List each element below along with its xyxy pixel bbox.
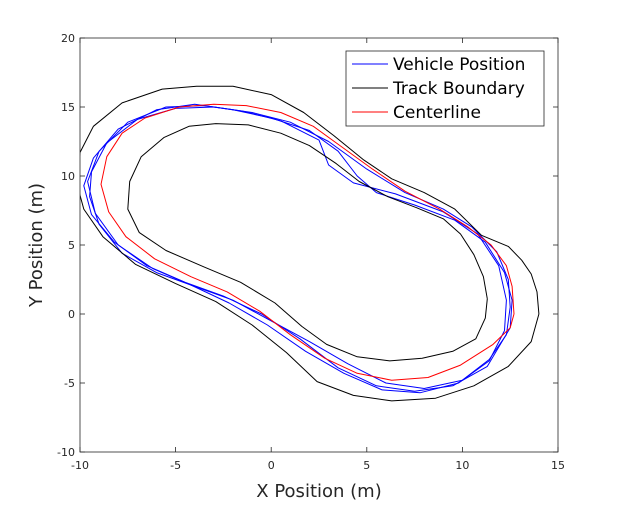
track-boundary-line-1	[80, 85, 540, 402]
y-tick-label: -5	[64, 377, 75, 390]
vehicle-position-line-2	[83, 103, 513, 392]
legend: Vehicle Position Track Boundary Centerli…	[345, 50, 545, 127]
y-axis-title: Y Position (m)	[26, 183, 47, 308]
y-tick-label: 20	[61, 32, 75, 45]
vehicle-position-line-1	[89, 106, 511, 389]
track-boundary-line-2	[127, 123, 488, 362]
x-tick-label: 10	[455, 459, 469, 472]
x-axis-title: X Position (m)	[256, 481, 381, 502]
x-tick-label: 15	[551, 459, 565, 472]
legend-label-track-boundary: Track Boundary	[392, 79, 525, 99]
legend-label-vehicle-position: Vehicle Position	[393, 55, 525, 75]
vehicle-position-line-3	[87, 105, 507, 394]
y-tick-label: -10	[57, 446, 75, 459]
x-tick-label: 0	[268, 459, 275, 472]
y-tick-label: 0	[68, 308, 75, 321]
y-tick-label: 5	[68, 239, 75, 252]
ticks-layer: -10 -5 0 5 10 15 -10 -5 0 5 10 15 20	[57, 32, 565, 472]
x-tick-label: -5	[170, 459, 181, 472]
x-tick-label: 5	[363, 459, 370, 472]
legend-label-centerline: Centerline	[393, 103, 481, 123]
y-tick-label: 10	[61, 170, 75, 183]
y-tick-label: 15	[61, 101, 75, 114]
x-tick-label: -10	[71, 459, 89, 472]
centerline-line-1	[100, 103, 515, 381]
series-layer	[80, 85, 540, 402]
